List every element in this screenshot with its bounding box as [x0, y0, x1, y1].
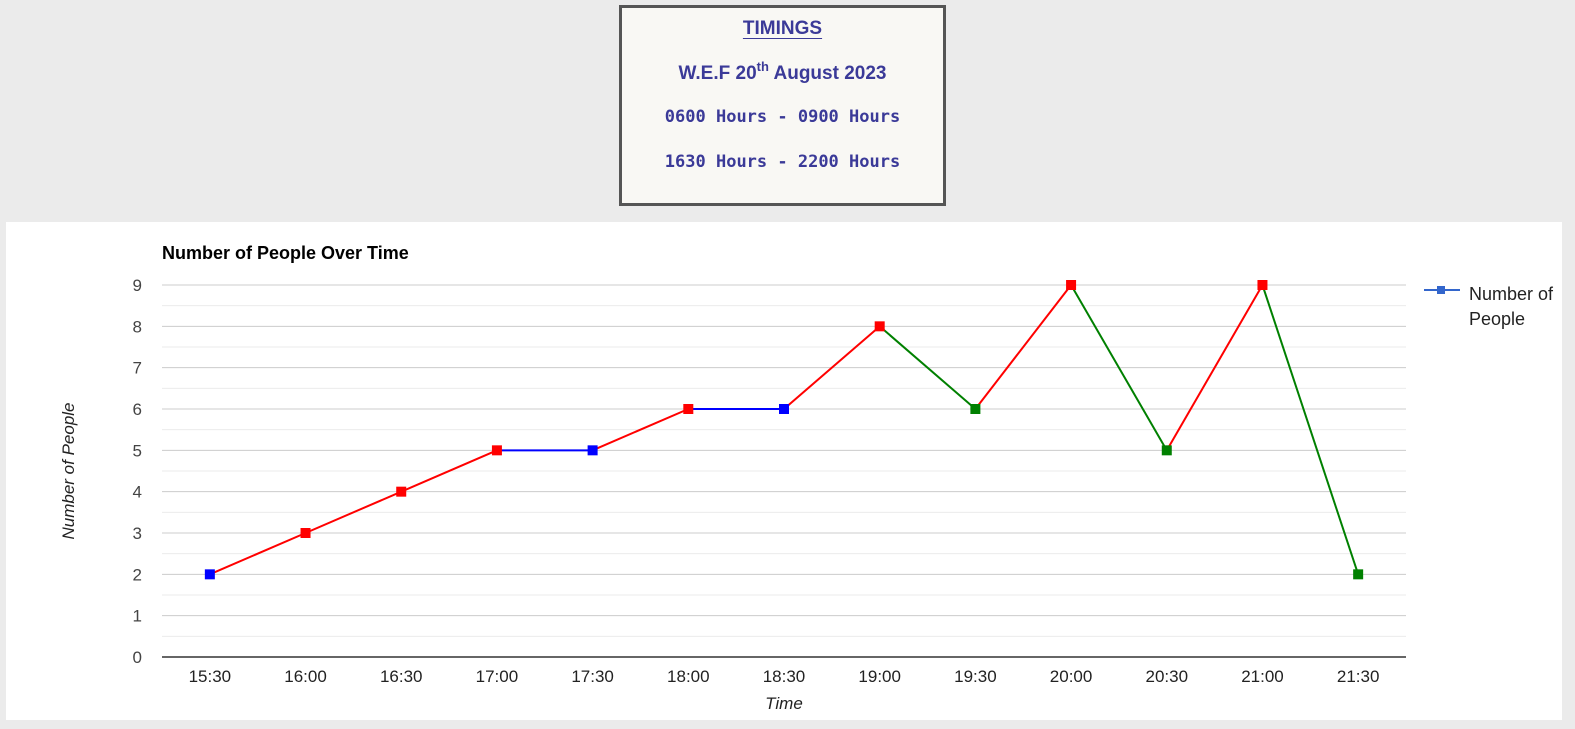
series-segment: [400, 449, 498, 493]
data-point: [1353, 569, 1364, 580]
x-tick-label: 16:00: [284, 667, 327, 686]
series-segment: [783, 325, 881, 410]
x-tick-label: 18:00: [667, 667, 710, 686]
y-tick-label: 3: [133, 524, 142, 543]
x-tick-label: 18:30: [763, 667, 806, 686]
timings-title: TIMINGS: [742, 18, 823, 39]
data-point: [1066, 280, 1077, 290]
morning-slot: 0600 Hours - 0900 Hours: [664, 107, 901, 127]
y-tick-label: 1: [133, 607, 142, 626]
timings-notice: TIMINGS W.E.F 20th August 2023 0600 Hour…: [619, 5, 946, 206]
data-point: [1161, 445, 1172, 456]
data-point: [1257, 280, 1268, 290]
series-segment: [305, 490, 402, 534]
y-tick-label: 6: [133, 400, 142, 419]
series-segment: [209, 532, 306, 576]
series-segment: [592, 408, 689, 452]
legend-label: Number of People: [1469, 284, 1554, 329]
effective-date: W.E.F 20th August 2023: [622, 60, 943, 85]
chart-title: Number of People Over Time: [162, 243, 409, 263]
data-point: [491, 445, 502, 456]
x-tick-label: 19:30: [954, 667, 997, 686]
data-point: [970, 404, 981, 414]
data-point: [587, 445, 598, 456]
x-tick-label: 17:00: [476, 667, 519, 686]
y-tick-label: 0: [133, 648, 142, 667]
legend-swatch: [1424, 286, 1460, 294]
y-tick-label: 4: [133, 483, 142, 502]
y-tick-label: 7: [133, 359, 142, 378]
y-tick-label: 2: [133, 565, 142, 584]
effective-date-prefix: W.E.F 20: [678, 63, 757, 84]
effective-date-suffix: August 2023: [768, 63, 887, 84]
x-tick-label: 17:30: [571, 667, 614, 686]
data-point: [300, 528, 311, 538]
series-segment: [879, 325, 977, 410]
x-tick-label: 20:30: [1145, 667, 1188, 686]
x-tick-label: 21:00: [1241, 667, 1284, 686]
data-point: [779, 404, 789, 414]
data-point: [683, 404, 694, 414]
x-tick-label: 20:00: [1050, 667, 1093, 686]
chart-panel: 0 1 2 3 4 5 6 7 8 9 15:30 16:00 16:30 17:00 17:30 18:00…: [6, 222, 1562, 720]
y-tick-label: 9: [133, 276, 142, 295]
x-tick-label: 15:30: [189, 667, 232, 686]
x-tick-label: 21:30: [1337, 667, 1380, 686]
effective-date-ordinal: th: [756, 59, 769, 74]
data-point: [396, 486, 407, 497]
series-segment: [974, 284, 1072, 410]
y-tick-label: 8: [133, 317, 142, 336]
data-point: [204, 569, 215, 580]
data-point: [874, 321, 885, 332]
series-segment: [1070, 284, 1168, 451]
series-segment: [1261, 284, 1360, 575]
line-chart: 0 1 2 3 4 5 6 7 8 9 15:30 16:00 16:30 17:00 17:30 18:00…: [59, 276, 1406, 713]
y-tick-label: 5: [133, 441, 142, 460]
series-segment: [1165, 284, 1264, 451]
x-axis-title: Time: [765, 694, 803, 713]
x-tick-label: 19:00: [858, 667, 901, 686]
y-axis-title: Number of People: [59, 402, 78, 539]
evening-slot: 1630 Hours - 2200 Hours: [664, 152, 901, 172]
x-tick-label: 16:30: [380, 667, 423, 686]
